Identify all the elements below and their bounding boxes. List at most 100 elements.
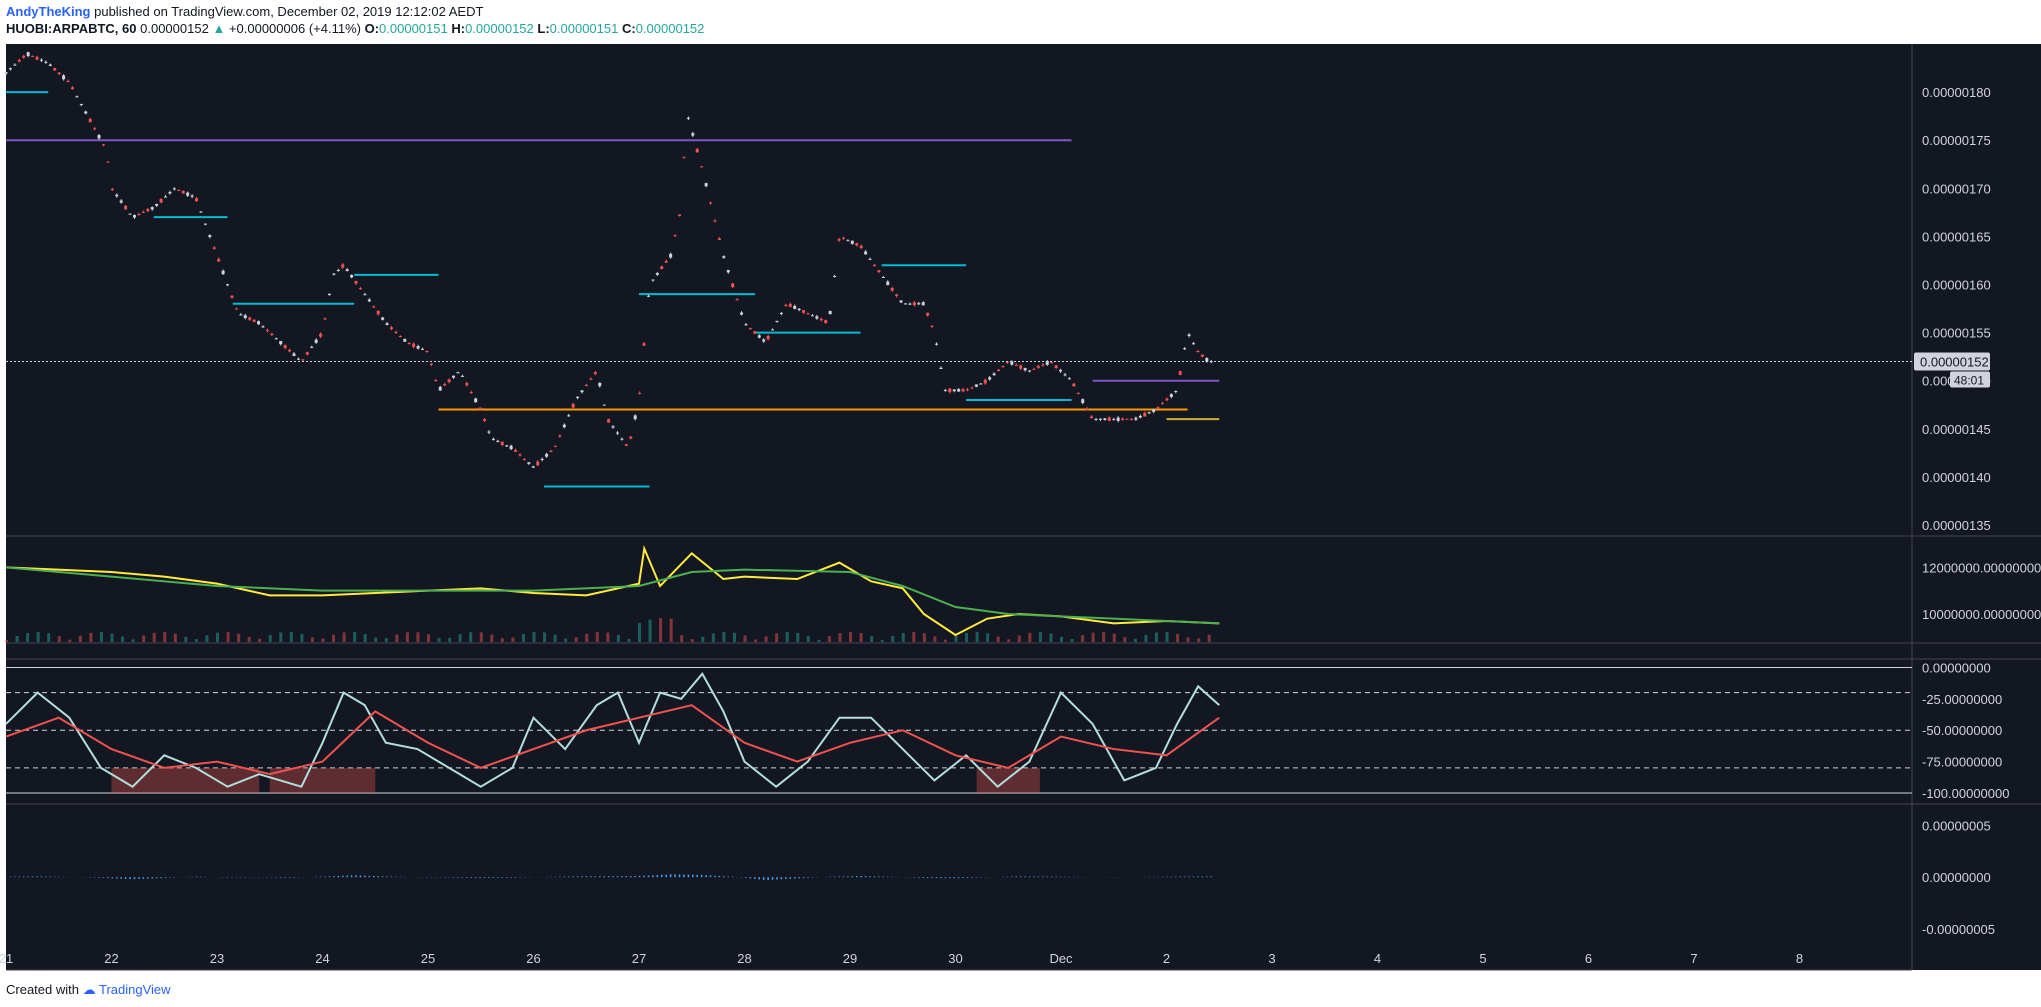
candle-body [159,199,163,203]
candle-body [341,264,345,268]
candle-body [22,55,26,58]
candle-body [146,209,150,212]
author-link[interactable]: AndyTheKing [6,4,91,19]
candle-body [961,389,965,392]
time-tick-label: 22 [104,951,118,966]
volume-bar [901,632,905,642]
volume-bar [933,636,937,642]
candle-body [323,318,327,320]
candle-body [779,312,783,314]
candle-body [350,274,354,278]
volume-bar [669,618,673,642]
candle-body [527,462,531,464]
candle-body [1023,368,1027,371]
volume-bar [1144,634,1148,642]
candle-body [642,343,646,346]
candle-body [828,310,832,315]
volume-bar [806,635,810,642]
volume-bar [827,636,831,642]
volume-ma-line-0 [5,545,1220,637]
candle-body [824,320,828,323]
volume-bar [5,640,8,642]
candle-body [505,445,509,447]
candle-body [230,295,234,298]
candle-body [673,235,677,237]
candle-body [1143,412,1147,417]
candle-body [292,353,296,356]
publisher-line: AndyTheKing published on TradingView.com… [6,4,483,19]
volume-bar [975,632,979,642]
oversold-zone-2 [976,767,1040,793]
candle-body [1121,418,1125,420]
volume-bar [395,634,399,642]
candle-body [456,372,460,374]
time-tick-label: 2 [1163,951,1170,966]
volume-bar [289,632,293,642]
volume-bar [1017,635,1021,642]
candle-body [1063,374,1067,376]
candle-body [841,237,845,239]
volume-bar [954,635,958,642]
volume-bar [427,634,430,642]
candle-body [403,338,407,342]
candle-body [305,352,309,355]
candle-body [1160,403,1164,405]
candle-body [522,458,526,460]
candle-body [872,264,876,266]
price-tick-label: 0.00000170 [1922,181,1991,196]
candle-body [1103,418,1107,420]
candle-body [1098,418,1102,420]
close-value: 0.00000152 [635,21,705,36]
candle-body [93,128,97,130]
low-label: L: [537,21,550,36]
candle-body [1147,412,1151,414]
candle-body [13,64,17,66]
candle-body [810,315,814,317]
volume-bar [1123,637,1127,642]
volume-bar [194,639,198,642]
candle-body [164,196,168,198]
oscillator-line-1 [5,704,1220,776]
candle-body [598,382,602,387]
candle-body [797,308,801,311]
candle-body [762,339,766,342]
volume-bar [500,638,504,642]
candle-body [150,207,154,210]
candle-body [713,220,717,222]
volume-bar [1207,634,1211,642]
candle-body [926,312,930,316]
candle-body [398,336,402,338]
time-tick-label: 30 [948,951,962,966]
volume-bar [110,633,114,642]
volume-bar [574,637,578,642]
candle-body [868,258,872,260]
candle-body [957,389,961,392]
candle-body [53,68,57,71]
candle-body [217,258,221,262]
tradingview-link[interactable]: TradingView [99,982,171,997]
volume-bar [458,634,462,642]
volume-bar [310,637,314,642]
candle-body [545,454,549,457]
candle-body [1134,417,1138,420]
up-arrow-icon: ▲ [212,21,226,36]
candle-body [389,327,393,330]
volume-bar [247,637,251,642]
candle-body [381,317,385,320]
candle-body [1054,365,1058,368]
volume-bar [849,632,852,642]
candle-body [607,419,611,423]
candle-body [1041,364,1045,366]
candle-body [1045,361,1049,365]
candle-body [212,247,216,249]
published-text: published on TradingView.com, December 0… [90,4,484,19]
countdown-tag [1950,371,1990,388]
volume-bar [680,635,684,642]
candle-body [514,450,518,452]
candle-body [669,253,673,258]
volume-bar [838,633,842,642]
candle-body [1085,408,1089,410]
price-axis-background [1912,44,2041,970]
volume-ma-line-1 [5,566,1220,625]
